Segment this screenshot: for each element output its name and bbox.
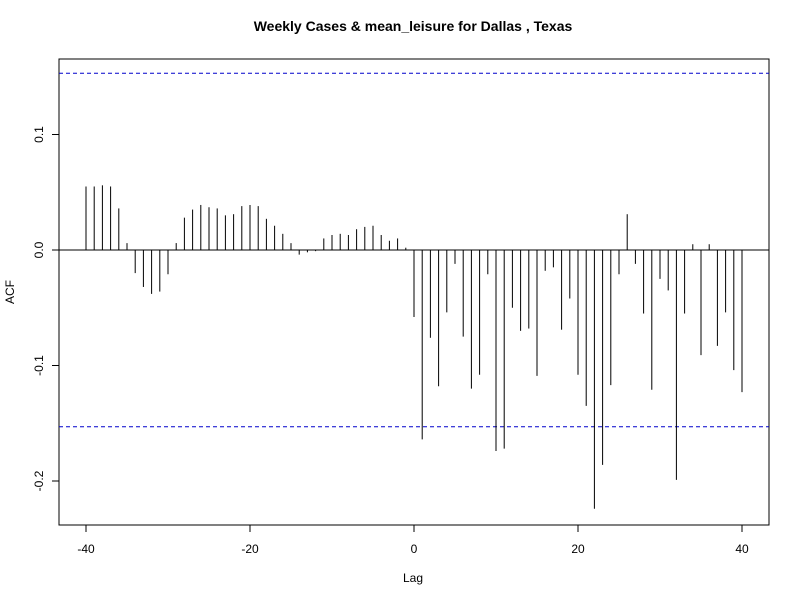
y-tick-label: -0.2 bbox=[32, 470, 46, 491]
x-tick-label: 0 bbox=[411, 542, 418, 556]
x-axis-label: Lag bbox=[403, 571, 423, 585]
y-tick-label: -0.1 bbox=[32, 355, 46, 376]
y-axis-label: ACF bbox=[3, 280, 17, 304]
x-axis: -40 -20 0 20 40 bbox=[77, 525, 749, 556]
x-tick-label: -20 bbox=[241, 542, 259, 556]
x-tick-label: 40 bbox=[735, 542, 749, 556]
chart-title: Weekly Cases & mean_leisure for Dallas ,… bbox=[254, 18, 573, 34]
y-axis: -0.2 -0.1 0.0 0.1 bbox=[32, 126, 59, 491]
x-tick-label: -40 bbox=[77, 542, 95, 556]
plot-marks bbox=[59, 72, 769, 509]
y-tick-label: 0.1 bbox=[32, 126, 46, 143]
y-tick-label: 0.0 bbox=[32, 241, 46, 258]
x-tick-label: 20 bbox=[571, 542, 585, 556]
